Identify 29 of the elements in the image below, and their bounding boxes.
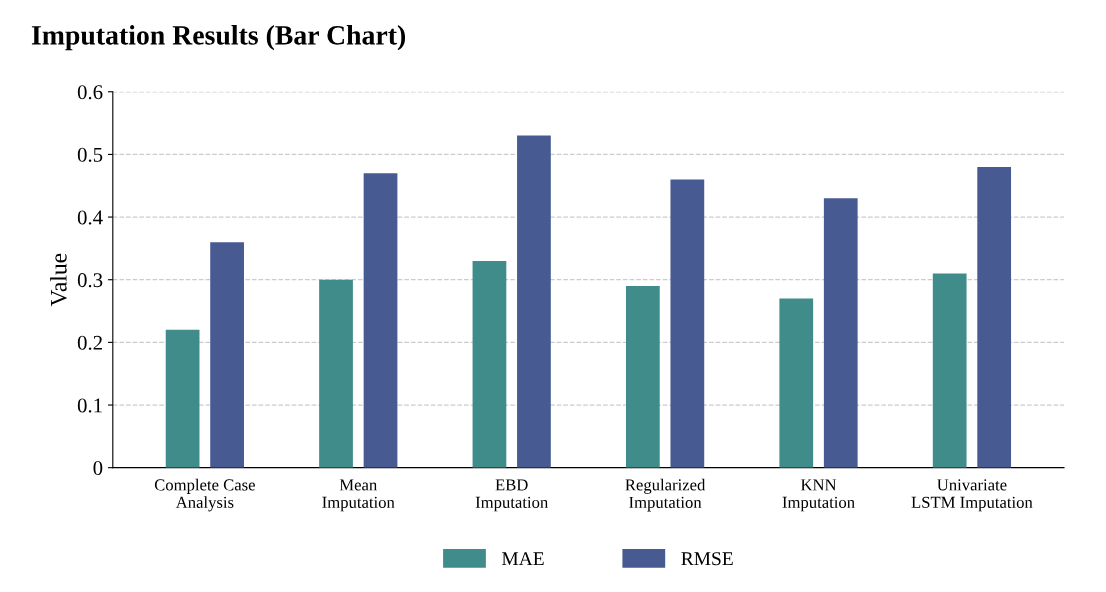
bar (210, 242, 244, 468)
x-tick-label: Complete Case Analysis (154, 478, 255, 512)
bar (779, 298, 814, 468)
y-tick-label: 0.2 (77, 335, 102, 350)
chart-title: Imputation Results (Bar Chart) (31, 25, 406, 51)
y-tick-label: 0 (93, 461, 103, 476)
legend-label: MAE (501, 552, 544, 566)
bar (823, 198, 858, 468)
y-tick-label: 0.6 (77, 85, 103, 100)
bar (932, 273, 967, 468)
bar (517, 135, 551, 468)
y-tick-label: 0.3 (77, 273, 103, 288)
y-tick-label: 0.4 (77, 210, 103, 225)
legend-label: RMSE (681, 552, 733, 566)
x-tick-label: Mean Imputation (322, 479, 395, 512)
x-tick-label: EBD Imputation (475, 479, 548, 512)
bar (472, 260, 507, 468)
bar (363, 173, 398, 468)
x-tick-label: KNN Imputation (782, 479, 855, 512)
x-tick-label: Regularized Imputation (625, 478, 706, 512)
bar (977, 166, 1012, 468)
bar (670, 179, 705, 468)
x-tick-label: Univariate LSTM Imputation (911, 479, 1033, 512)
bar (625, 285, 660, 468)
bar (165, 329, 200, 468)
bar (319, 279, 353, 468)
y-tick-label: 0.1 (77, 398, 102, 413)
y-tick-label: 0.5 (77, 147, 103, 162)
y-axis-title: Value (50, 253, 67, 307)
